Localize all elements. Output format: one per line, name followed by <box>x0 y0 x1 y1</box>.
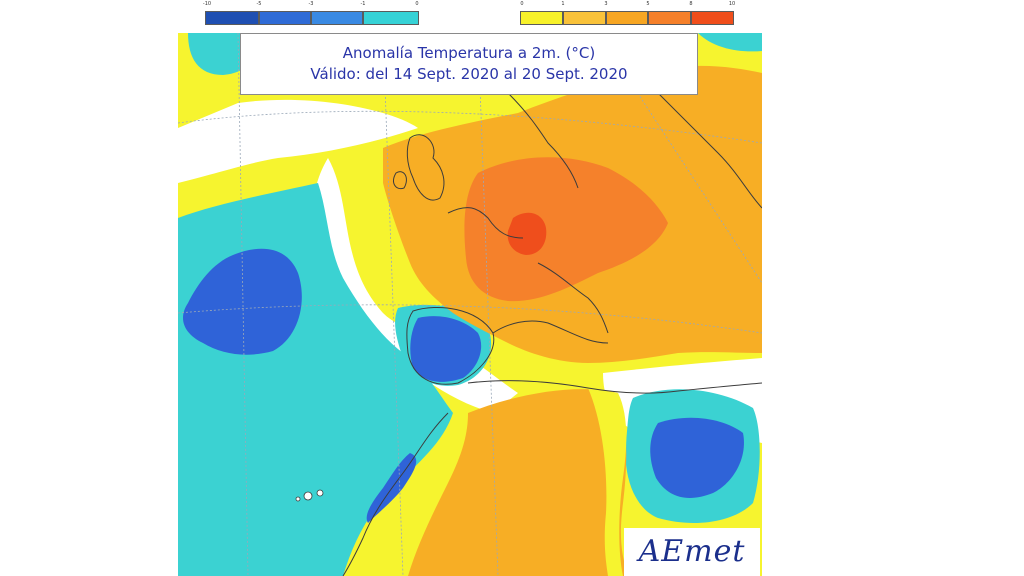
graticule <box>178 33 762 576</box>
neutral-zone <box>178 99 418 183</box>
legend-swatch-warm-4 <box>648 11 691 25</box>
legend-tick: -5 <box>256 1 262 7</box>
map-title: Anomalía Temperatura a 2m. (°C) <box>342 44 596 62</box>
extreme-warm-anomaly <box>507 212 547 255</box>
legend-swatch-cold-3 <box>311 11 363 25</box>
strong-warm-anomaly <box>464 157 668 302</box>
strong-cold-anomaly <box>410 316 482 382</box>
islands <box>295 489 324 502</box>
legend-tick: -1 <box>360 1 366 7</box>
legend-tick: 0 <box>520 1 524 7</box>
legend-swatch-warm-3 <box>606 11 648 25</box>
legend-tick: -10 <box>202 1 212 7</box>
strong-cold-anomaly <box>183 248 302 355</box>
strong-cold-anomaly <box>650 417 744 498</box>
legend-swatch-warm-5 <box>691 11 734 25</box>
neutral-zone <box>588 388 627 576</box>
legend-swatch-cold-2 <box>259 11 311 25</box>
legend-swatch-warm-2 <box>563 11 606 25</box>
legend-tick: 10 <box>728 1 736 7</box>
legend-tick: 8 <box>689 1 693 7</box>
legend-cold-scale: -10 -5 -3 -1 0 <box>202 0 419 26</box>
anomaly-map <box>178 33 762 576</box>
legend-tick: 5 <box>646 1 650 7</box>
coastlines <box>342 92 762 576</box>
legend-tick: 1 <box>561 1 565 7</box>
legend-tick: 3 <box>604 1 608 7</box>
aemet-logo: AEmet <box>624 528 760 576</box>
legend-swatch-cold-4 <box>363 11 419 25</box>
legend-swatch-cold-1 <box>205 11 259 25</box>
map-validity: Válido: del 14 Sept. 2020 al 20 Sept. 20… <box>310 65 628 83</box>
legend-swatch-warm-1 <box>520 11 563 25</box>
legend-tick: -3 <box>308 1 314 7</box>
warm-anomaly-africa <box>408 389 628 576</box>
map-title-box: Anomalía Temperatura a 2m. (°C) Válido: … <box>240 33 698 95</box>
cold-anomaly-north <box>698 33 762 52</box>
legend-tick: 0 <box>415 1 419 7</box>
anomaly-map-svg <box>178 33 762 576</box>
legend-warm-scale: 0 1 3 5 8 10 <box>520 0 736 26</box>
